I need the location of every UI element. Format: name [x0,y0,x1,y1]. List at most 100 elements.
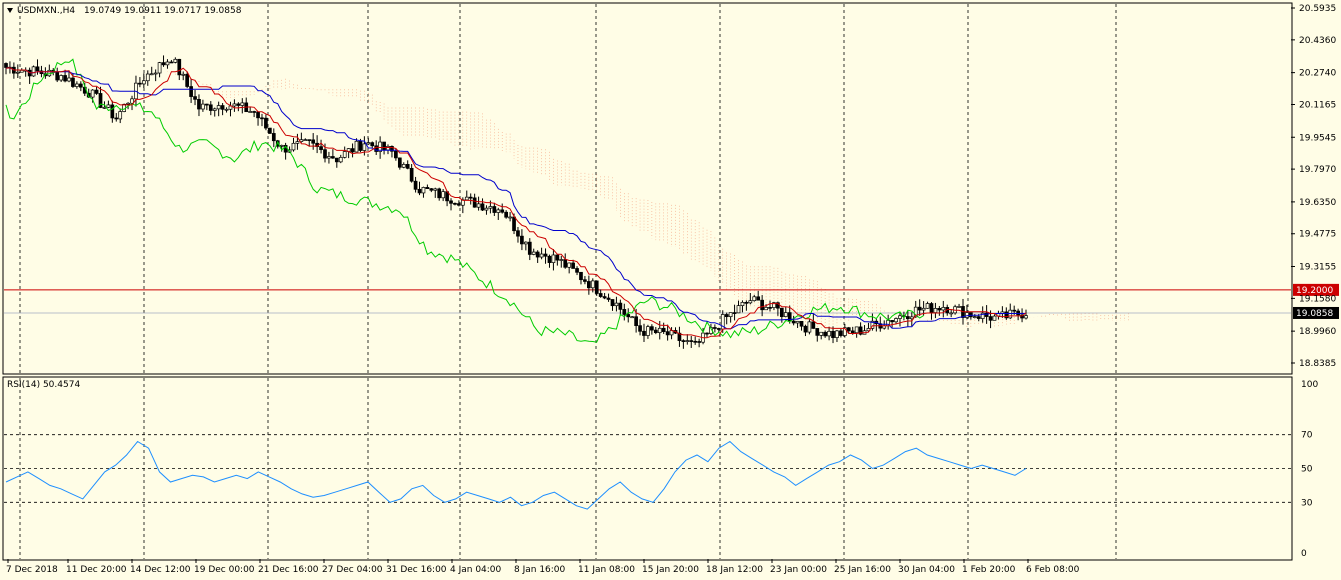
candle-body [232,103,237,107]
time-tick-label: 6 Feb 08:00 [1026,565,1080,575]
time-tick-label: 23 Jan 00:00 [770,565,827,575]
candle-body [240,102,245,106]
candle-body [59,75,63,81]
candle-body [756,296,761,301]
candle-body [622,309,627,315]
candle-body [354,140,359,153]
candle-body [590,280,595,289]
candle-body [67,77,71,82]
candle-body [768,307,772,309]
candle-body [783,312,788,317]
candle-body [567,262,572,268]
kijun-sen-line [5,67,1026,330]
candle-body [906,316,910,320]
candle-body [39,70,44,75]
price-tick-label: 20.4360 [1299,36,1336,46]
candle-body [909,316,914,320]
candle-body [523,241,528,245]
candle-body [358,140,363,151]
candle-body [362,143,367,151]
candle-body [677,332,682,341]
candle-body [370,142,375,147]
candle-body [279,144,284,147]
candle-body [78,83,83,88]
candle-body [145,73,150,82]
rsi-grid [4,378,1291,559]
candle-body [291,142,296,151]
candle-body [169,61,174,64]
candle-body [303,139,308,141]
candle-body [212,108,217,111]
candle-body [894,318,898,323]
candle-body [413,180,418,190]
candle-body [331,156,335,159]
candle-body [583,279,587,282]
price-tick-label: 19.9545 [1299,133,1336,143]
rsi-tick-label: 0 [1301,549,1307,559]
rsi-tick-label: 30 [1301,498,1313,508]
candle-body [921,307,926,311]
candle-body [685,340,690,342]
candle-body [791,320,796,324]
candle-body [63,75,67,82]
candle-body [94,89,99,94]
candle-body [472,197,477,208]
candle-body [1024,315,1028,319]
price-tick-label: 19.7970 [1299,165,1336,175]
time-axis[interactable]: 7 Dec 2018 11 Dec 20:00 14 Dec 12:00 19 Dec… [6,559,1080,575]
candle-body [55,72,60,81]
price-tick-label: 19.1580 [1299,294,1336,304]
price-tick-label: 18.9960 [1299,327,1336,337]
rsi-panel[interactable] [2,376,1293,561]
candle-body [334,157,339,163]
candle-body [815,328,820,336]
candle-body [488,206,493,209]
candle-body [390,146,394,152]
candle-body [492,206,497,213]
candle-body [106,104,111,108]
candle-body [429,188,434,191]
chikou-span-line [5,58,924,343]
candle-body [4,63,8,68]
candle-body [913,306,918,318]
time-tick-label: 30 Jan 04:00 [898,565,955,575]
candle-body [173,58,178,63]
symbol-menu-triangle-icon[interactable] [7,8,13,13]
price-panel[interactable] [2,2,1293,375]
indicator-lines [5,58,1027,343]
rsi-tick-label: 70 [1301,431,1313,441]
candle-body [425,187,430,189]
price-axis[interactable]: 20.5935 20.4360 20.2740 20.1165 19.9545 19.79… [1291,4,1336,369]
candle-body [508,216,512,219]
candle-body [181,73,186,76]
candle-body [1016,310,1020,316]
candle-body [827,330,831,337]
current-price-tag [1293,306,1339,319]
candle-body [870,320,875,329]
candle-body [543,253,548,257]
candle-body [779,307,784,317]
candle-body [449,200,453,204]
time-tick-label: 15 Jan 20:00 [642,565,699,575]
candle-body [799,320,804,327]
candle-body [575,268,579,273]
candle-body [405,164,410,169]
candle-body [803,325,808,333]
candle-body [842,327,847,336]
candle-body [697,341,701,343]
time-tick-label: 27 Dec 04:00 [322,565,383,575]
candle-body [268,127,272,134]
candle-body [539,253,544,258]
candle-body [208,104,213,111]
candle-body [15,71,20,74]
candle-body [437,188,442,199]
candle-body [850,330,855,334]
candle-body [165,61,170,66]
candle-body [531,251,536,255]
time-tick-label: 11 Dec 20:00 [66,565,127,575]
candle-body [937,308,942,311]
rsi-line [5,440,1027,510]
candle-body [311,139,316,144]
candle-body [705,332,709,335]
